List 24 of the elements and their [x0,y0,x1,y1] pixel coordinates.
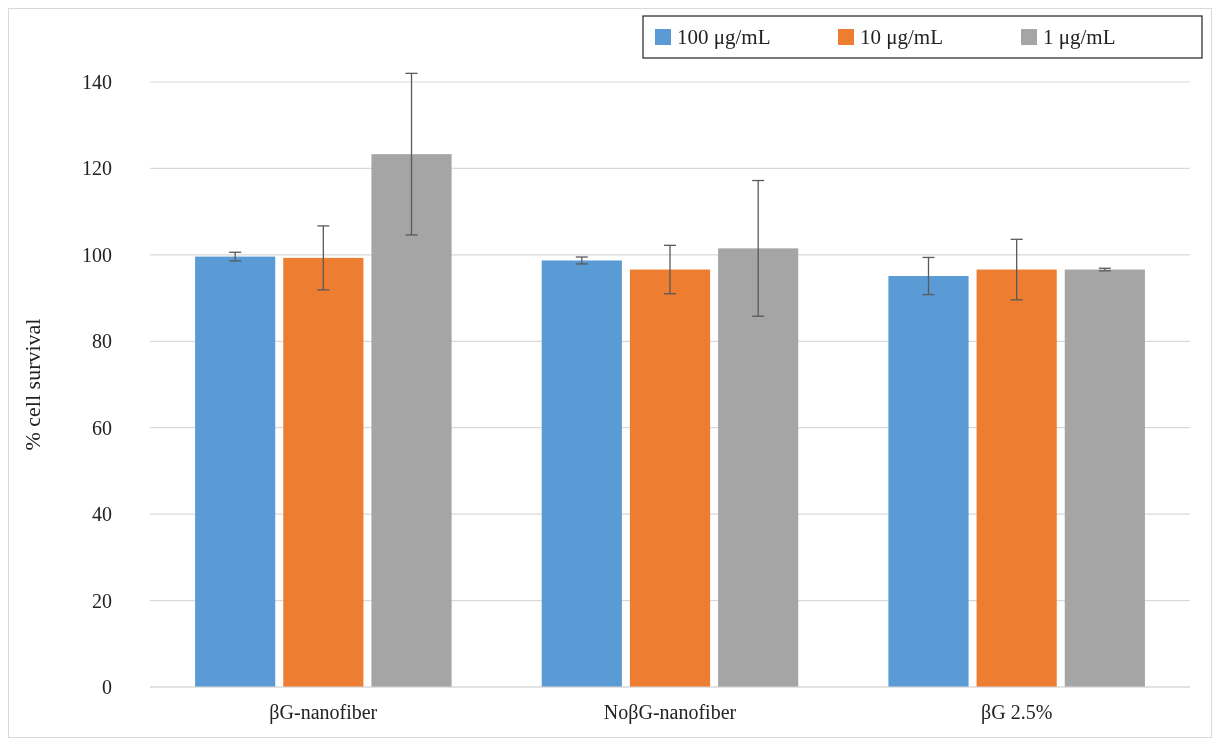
y-tick-label: 60 [92,416,112,439]
bar [888,276,969,687]
legend-label: 10 μg/mL [860,25,944,50]
y-tick-label: 40 [92,503,112,526]
legend-label: 100 μg/mL [677,25,771,50]
y-tick-label: 80 [92,330,112,353]
legend-label: 1 μg/mL [1043,25,1116,50]
bar [718,248,799,687]
bar [283,257,364,687]
bar [1064,269,1145,687]
y-axis-title: % cell survival [20,318,45,451]
bar [195,256,276,687]
bar [371,154,452,687]
y-tick-label: 0 [102,676,112,698]
x-tick-label: NoβG-nanofiber [603,701,737,724]
x-tick-label: βG 2.5% [981,701,1053,724]
y-tick-label: 100 [82,243,112,266]
y-tick-label: 20 [92,589,112,612]
bar [976,269,1057,687]
y-tick-label: 140 [82,71,112,93]
y-tick-label: 120 [82,157,112,180]
bar [629,269,711,687]
x-tick-label: βG-nanofiber [269,701,378,724]
bar [541,260,622,687]
